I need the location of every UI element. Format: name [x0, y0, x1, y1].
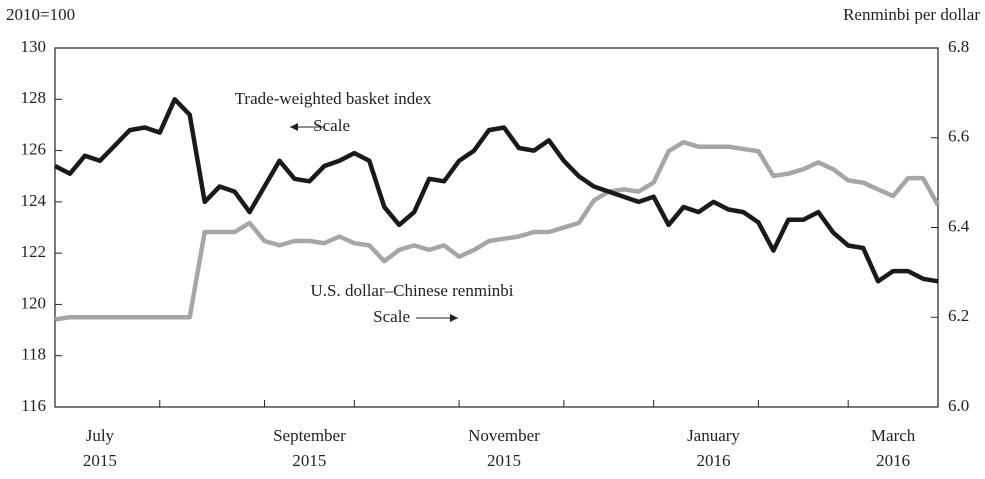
plot-frame [54, 47, 939, 408]
annotation: Scale [313, 116, 350, 135]
y-tick-label: 130 [21, 37, 47, 56]
annotation: Scale [373, 307, 410, 326]
y2-tick-label: 6.2 [948, 306, 969, 325]
y-tick-label: 122 [21, 242, 47, 261]
y2-tick-label: 6.4 [948, 216, 970, 235]
annotation: Trade-weighted basket index [235, 89, 432, 108]
y2-tick-label: 6.0 [948, 396, 969, 415]
y-axis-label: 2010=100 [6, 5, 75, 24]
y-tick-label: 124 [21, 191, 47, 210]
y-tick-label: 116 [21, 396, 46, 415]
annotation: U.S. dollar–Chinese renminbi [310, 281, 513, 300]
line-series [54, 139, 940, 322]
x-tick-label: March 2016 [871, 426, 916, 470]
y2-tick-label: 6.8 [948, 37, 969, 56]
x-tick-label: September 2015 [273, 426, 346, 470]
x-tick-label: November 2015 [468, 426, 540, 470]
y-tick-label: 128 [21, 88, 47, 107]
line-series [53, 97, 939, 284]
y-tick-label: 126 [21, 139, 47, 158]
x-tick-label: July 2015 [83, 426, 117, 470]
arrow-head [450, 314, 458, 322]
y-tick-label: 120 [21, 293, 47, 312]
arrow-head [290, 123, 298, 131]
y-tick-label: 118 [21, 345, 46, 364]
x-tick-label: January 2016 [687, 426, 740, 470]
y2-axis-label: Renminbi per dollar [843, 5, 980, 24]
y2-tick-label: 6.6 [948, 127, 969, 146]
